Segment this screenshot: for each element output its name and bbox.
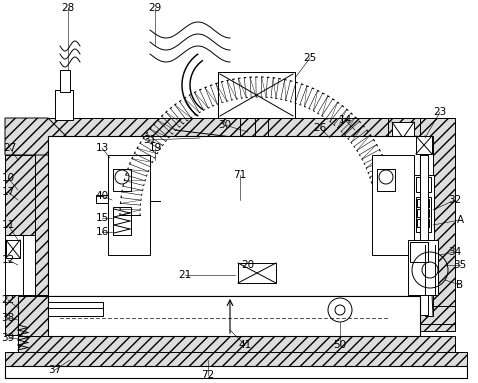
Bar — [60, 70, 70, 92]
Text: 72: 72 — [201, 370, 215, 380]
Bar — [372, 155, 414, 167]
Bar — [18, 306, 455, 324]
Text: 38: 38 — [1, 313, 15, 323]
Text: 11: 11 — [1, 220, 15, 230]
Text: 26: 26 — [314, 123, 326, 133]
Bar — [417, 209, 429, 217]
Text: 71: 71 — [233, 170, 247, 180]
Text: B: B — [456, 280, 464, 290]
Bar — [18, 118, 455, 136]
Bar — [414, 175, 434, 240]
Bar — [388, 118, 420, 158]
Bar — [5, 155, 35, 235]
Text: 22: 22 — [1, 295, 15, 305]
Text: 25: 25 — [304, 53, 316, 63]
Text: 10: 10 — [1, 173, 14, 183]
Text: 31: 31 — [143, 135, 157, 145]
Bar — [5, 235, 35, 295]
Bar — [108, 155, 150, 255]
Text: 23: 23 — [434, 107, 446, 117]
Bar — [5, 295, 35, 335]
Text: 35: 35 — [453, 260, 467, 270]
Bar — [18, 118, 48, 295]
Bar — [113, 169, 131, 191]
Bar — [417, 199, 429, 207]
Bar — [416, 177, 431, 192]
Bar — [5, 235, 23, 295]
Text: 19: 19 — [148, 143, 162, 153]
Bar — [108, 243, 150, 255]
Text: 16: 16 — [96, 227, 109, 237]
Polygon shape — [5, 118, 70, 155]
Text: 34: 34 — [448, 247, 462, 257]
Bar — [417, 219, 429, 227]
Text: 40: 40 — [96, 191, 109, 201]
Bar — [18, 295, 48, 333]
Bar — [6, 240, 20, 258]
Text: 29: 29 — [148, 3, 162, 13]
Text: 27: 27 — [3, 143, 17, 153]
Text: 39: 39 — [1, 333, 15, 343]
Text: A: A — [456, 215, 464, 225]
Bar — [420, 118, 455, 331]
Bar — [372, 155, 414, 255]
Text: 20: 20 — [241, 260, 255, 270]
Bar — [96, 195, 108, 203]
Bar — [5, 366, 467, 378]
Bar — [238, 263, 276, 283]
Bar — [48, 302, 103, 316]
Text: 12: 12 — [1, 255, 15, 265]
Text: 41: 41 — [239, 340, 251, 350]
Bar — [408, 240, 438, 295]
Bar — [218, 72, 295, 118]
Bar — [416, 136, 432, 154]
Bar — [392, 122, 414, 154]
Bar — [5, 352, 467, 366]
Text: 15: 15 — [96, 213, 109, 223]
Text: 30: 30 — [218, 120, 231, 130]
Bar — [113, 207, 131, 235]
Bar — [372, 243, 414, 255]
Bar — [55, 110, 73, 118]
Bar — [5, 235, 17, 260]
Bar — [425, 136, 433, 316]
Text: 28: 28 — [61, 3, 75, 13]
Bar — [377, 169, 395, 191]
Text: 50: 50 — [334, 340, 347, 350]
Bar — [48, 136, 420, 296]
Bar — [420, 155, 428, 315]
Text: 14: 14 — [338, 115, 352, 125]
Bar — [410, 242, 428, 262]
Bar — [48, 296, 420, 336]
Text: 17: 17 — [1, 187, 15, 197]
Bar — [108, 155, 150, 167]
Bar — [55, 90, 73, 98]
Text: 37: 37 — [48, 365, 62, 375]
Text: 13: 13 — [96, 143, 109, 153]
Bar — [5, 268, 17, 295]
Text: 21: 21 — [178, 270, 192, 280]
Bar — [18, 296, 48, 336]
Bar — [18, 336, 455, 352]
Text: 32: 32 — [448, 195, 462, 205]
Bar — [416, 197, 431, 232]
Bar — [55, 90, 73, 120]
